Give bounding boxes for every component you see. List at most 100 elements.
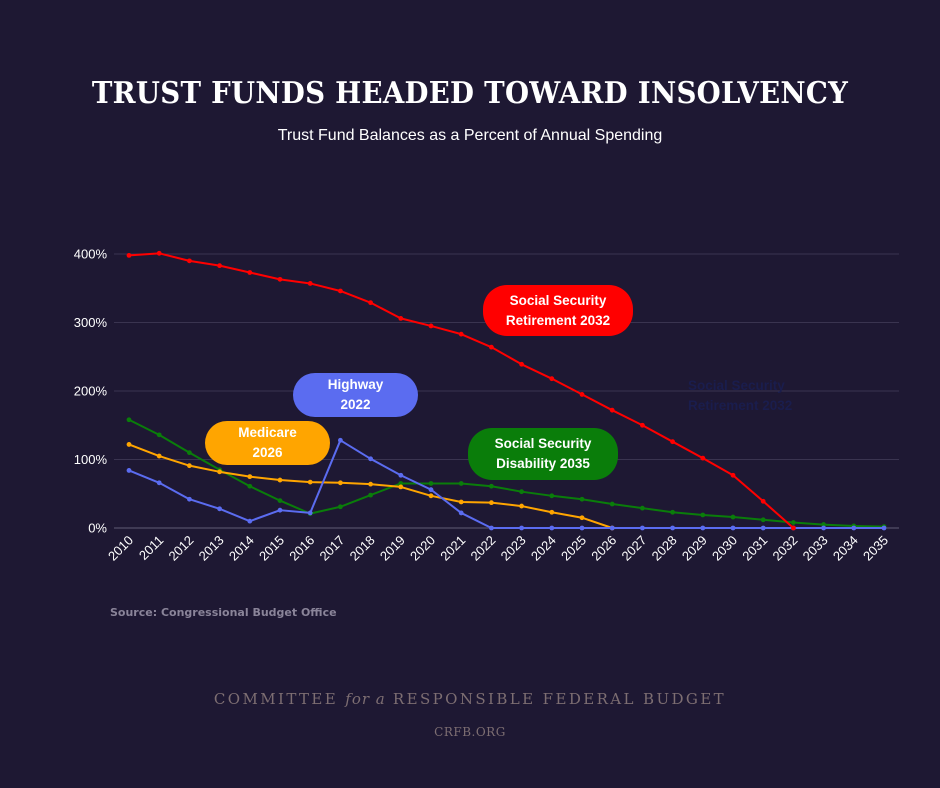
data-point <box>760 525 766 531</box>
x-tick-label: 2032 <box>769 533 800 564</box>
x-tick-label: 2035 <box>860 533 891 564</box>
x-axis-ticks: 2010 2011 2012 2013 2014 2015 2016 2017 2018 2019… <box>105 533 891 564</box>
data-point <box>126 417 132 423</box>
data-point <box>307 281 313 286</box>
x-tick-label: 2012 <box>165 533 196 564</box>
annotation-line-1: Social Security <box>509 292 607 308</box>
data-point <box>609 407 615 413</box>
x-tick-label: 2015 <box>256 533 287 564</box>
data-point <box>398 472 404 478</box>
data-point <box>368 481 373 487</box>
x-tick-label: 2033 <box>800 533 831 564</box>
data-point <box>126 442 132 447</box>
data-point <box>549 509 555 515</box>
data-point <box>458 510 464 516</box>
x-tick-label: 2028 <box>649 533 680 564</box>
data-point <box>428 323 434 329</box>
data-point <box>489 500 494 506</box>
data-point <box>126 252 132 258</box>
series-social-security-disability <box>126 417 887 530</box>
x-tick-label: 2019 <box>377 533 408 564</box>
data-point <box>760 517 766 523</box>
x-tick-label: 2016 <box>286 533 317 564</box>
data-point <box>881 525 887 531</box>
data-point <box>579 515 585 521</box>
annotation-line-2: Retirement 2032 <box>505 312 611 328</box>
series-line <box>128 439 884 529</box>
chart-subtitle: Trust Fund Balances as a Percent of Annu… <box>277 127 663 144</box>
x-tick-label: 2017 <box>316 533 347 564</box>
data-point <box>277 507 283 513</box>
x-tick-label: 2021 <box>437 533 468 564</box>
y-tick-label: 400% <box>74 247 108 262</box>
data-point <box>609 525 615 531</box>
data-point <box>640 505 645 511</box>
data-point <box>791 525 796 531</box>
x-tick-label: 2020 <box>407 533 438 564</box>
data-point <box>247 474 253 480</box>
y-tick-label: 300% <box>74 315 108 330</box>
org-name-part-2: RESPONSIBLE FEDERAL BUDGET <box>385 690 727 708</box>
data-point <box>277 477 283 483</box>
annotation-social-security-retirement: Social Security Retirement 2032 <box>483 285 633 336</box>
data-point <box>187 258 192 264</box>
x-tick-label: 2027 <box>618 533 649 564</box>
data-point <box>579 496 585 502</box>
ghost-annotation: Social Security Retirement 2032 <box>688 376 792 416</box>
y-tick-label: 100% <box>74 452 108 467</box>
data-point <box>428 487 434 493</box>
data-point <box>338 480 343 486</box>
data-point <box>519 503 524 509</box>
data-point <box>519 525 524 531</box>
x-tick-label: 2025 <box>558 533 589 564</box>
annotation-social-security-disability: Social Security Disability 2035 <box>468 428 618 480</box>
data-point <box>791 520 796 525</box>
y-tick-label: 200% <box>74 384 108 399</box>
x-tick-label: 2013 <box>196 533 227 564</box>
data-point <box>126 468 132 473</box>
data-point <box>489 483 494 489</box>
data-point <box>760 498 766 504</box>
data-point <box>579 525 585 531</box>
annotation-line-2: Disability 2035 <box>496 456 590 471</box>
org-name-italic: for a <box>345 690 386 708</box>
data-point <box>307 510 313 516</box>
data-point <box>458 499 464 505</box>
data-point <box>700 525 706 531</box>
annotation-line-1: Medicare <box>238 425 297 440</box>
data-point <box>640 525 645 531</box>
annotation-line-1: Highway <box>327 377 384 392</box>
data-point <box>307 479 313 485</box>
data-point <box>821 522 826 527</box>
data-point <box>670 525 675 531</box>
organization-url[interactable]: CRFB.ORG <box>434 725 506 739</box>
data-point <box>247 270 253 275</box>
data-point <box>247 483 253 489</box>
org-name-part-1: COMMITTEE <box>213 690 346 708</box>
data-point <box>700 512 706 518</box>
data-point <box>156 250 162 256</box>
data-point <box>187 496 192 502</box>
data-point <box>609 501 615 507</box>
y-tick-label: 0% <box>88 521 107 536</box>
data-point <box>187 463 192 469</box>
x-tick-label: 2010 <box>105 533 136 564</box>
data-point <box>247 518 253 524</box>
data-point <box>277 498 283 503</box>
data-point <box>156 480 162 486</box>
data-point <box>187 450 192 456</box>
data-point <box>579 392 585 397</box>
x-tick-label: 2029 <box>679 533 710 564</box>
annotation-medicare: Medicare 2026 <box>205 421 330 465</box>
data-point <box>217 506 223 512</box>
data-point <box>730 514 736 520</box>
x-tick-label: 2011 <box>136 533 166 563</box>
x-tick-label: 2034 <box>830 533 861 564</box>
data-point <box>670 439 675 445</box>
data-point <box>458 481 464 486</box>
data-point <box>489 525 494 531</box>
data-point <box>368 300 373 306</box>
data-point <box>730 472 736 478</box>
data-point <box>156 432 162 438</box>
